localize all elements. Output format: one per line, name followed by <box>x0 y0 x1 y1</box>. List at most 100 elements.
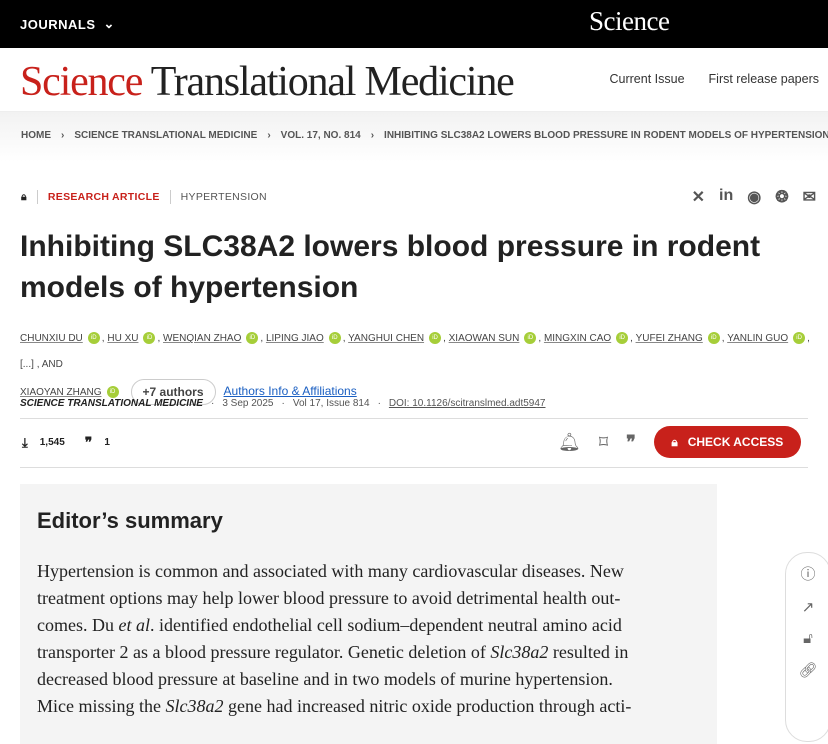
orcid-icon[interactable]: iD <box>106 386 119 399</box>
orcid-icon[interactable]: iD <box>616 332 629 345</box>
author-link[interactable]: LIPING JIAO <box>265 333 324 344</box>
top-bar: JOURNALS ⌄ Science <box>0 0 828 48</box>
quote-icon: ❞ <box>84 434 93 450</box>
crumb-home[interactable]: HOME <box>21 130 51 141</box>
authors-ellipsis[interactable]: [...] <box>20 359 34 370</box>
bell-icon[interactable]: 🔔︎ <box>558 431 581 452</box>
author-link[interactable]: CHUNXIU DU <box>20 333 83 344</box>
orcid-icon[interactable]: iD <box>524 332 537 345</box>
crumb-article: INHIBITING SLC38A2 LOWERS BLOOD PRESSURE… <box>384 130 828 141</box>
summary-line: decreased blood pressure at baseline and… <box>37 666 700 693</box>
bookmark-icon[interactable]: ⌑ <box>598 431 609 452</box>
more-authors-button[interactable]: +7 authors <box>130 379 216 406</box>
nav-first-release[interactable]: First release papers <box>708 72 819 86</box>
chevron-down-icon: ⌄ <box>103 16 115 31</box>
journals-menu[interactable]: JOURNALS ⌄ <box>20 16 115 32</box>
link-icon[interactable]: 🔗︎ <box>798 662 818 679</box>
summary-line: treatment options may help lower blood p… <box>37 585 700 612</box>
summary-text-segment: et al <box>118 615 150 635</box>
trending-icon[interactable]: ↗ <box>801 599 815 616</box>
journal-logo[interactable]: Science Translational Medicine <box>20 58 515 106</box>
author-link[interactable]: XIAOWAN SUN <box>448 333 520 344</box>
cite-icon[interactable]: ❞ <box>626 431 636 452</box>
summary-line: comes. Du et al. identified endothelial … <box>37 612 700 639</box>
downloads-count[interactable]: 1,545 <box>39 437 65 448</box>
chevron-right-icon: › <box>370 130 375 141</box>
lock-icon: 🔒︎ <box>21 190 27 203</box>
crumb-journal[interactable]: SCIENCE TRANSLATIONAL MEDICINE <box>74 130 258 141</box>
check-access-button[interactable]: 🔒︎ CHECK ACCESS <box>653 426 801 458</box>
unlock-icon[interactable]: 🔓︎ <box>803 630 813 647</box>
affiliations-link[interactable]: Authors Info & Affiliations <box>223 384 357 398</box>
summary-text: Hypertension is common and associated wi… <box>37 558 700 720</box>
bluesky-icon[interactable]: ✕ <box>691 189 705 206</box>
crumb-issue[interactable]: VOL. 17, NO. 814 <box>280 130 361 141</box>
summary-text-segment: Slc38a2 <box>490 642 549 662</box>
summary-text-segment: resulted in <box>548 642 629 662</box>
nav-current-issue[interactable]: Current Issue <box>609 72 685 86</box>
orcid-icon[interactable]: iD <box>87 332 100 345</box>
reddit-icon[interactable]: ◉ <box>747 189 762 206</box>
logo-science: Science <box>20 58 143 105</box>
summary-text-segment: Hypertension is common and associated wi… <box>37 561 624 581</box>
orcid-icon[interactable]: iD <box>793 332 806 345</box>
summary-text-segment: comes. Du <box>37 615 119 635</box>
summary-text-segment: . identified endothelial cell sodium–dep… <box>149 615 622 635</box>
article-topic[interactable]: HYPERTENSION <box>180 191 267 203</box>
linkedin-icon[interactable]: in <box>719 187 734 204</box>
wechat-icon[interactable]: ❂ <box>775 189 789 206</box>
author-link[interactable]: WENQIAN ZHAO <box>163 333 242 344</box>
lock-icon: 🔒︎ <box>671 434 678 449</box>
citations-count[interactable]: 1 <box>104 437 110 448</box>
author-link[interactable]: MINGXIN CAO <box>543 333 612 344</box>
summary-text-segment: gene had increased nitric oxide producti… <box>223 696 632 716</box>
email-icon[interactable]: ✉ <box>802 189 816 206</box>
pub-date: 3 Sep 2025 <box>222 398 274 409</box>
check-access-label: CHECK ACCESS <box>687 435 784 449</box>
summary-text-segment: decreased blood pressure at baseline and… <box>37 669 613 689</box>
author-link[interactable]: XIAOYAN ZHANG <box>20 387 102 398</box>
journal-header: Science Translational Medicine Current I… <box>0 48 828 112</box>
and-text: , AND <box>36 359 63 370</box>
summary-text-segment: transporter 2 as a blood pressure regula… <box>37 642 491 662</box>
issue[interactable]: Vol 17, Issue 814 <box>292 398 370 409</box>
author-link[interactable]: YANGHUI CHEN <box>348 333 425 344</box>
summary-text-segment: Slc38a2 <box>165 696 224 716</box>
summary-heading: Editor’s summary <box>37 508 223 533</box>
breadcrumb: HOME › SCIENCE TRANSLATIONAL MEDICINE › VO… <box>21 130 828 141</box>
science-logo[interactable]: Science <box>589 6 670 36</box>
summary-text-segment: treatment options may help lower blood p… <box>37 588 621 608</box>
breadcrumb-background <box>0 112 828 162</box>
metrics: ⤓ 1,545 ❞ 1 <box>22 434 110 451</box>
summary-line: Mice missing the Slc38a2 gene had increa… <box>37 693 700 720</box>
orcid-icon[interactable]: iD <box>143 332 156 345</box>
orcid-icon[interactable]: iD <box>707 332 720 345</box>
orcid-icon[interactable]: iD <box>429 332 442 345</box>
share-bar: ✕ in ◉ ❂ ✉ <box>692 187 816 207</box>
author-link[interactable]: YUFEI ZHANG <box>635 333 703 344</box>
summary-line: Hypertension is common and associated wi… <box>37 558 700 585</box>
journals-label: JOURNALS <box>20 16 96 32</box>
download-icon: ⤓ <box>22 434 28 450</box>
side-toolbar: ⓘ ↗ 🔓︎ 🔗︎ <box>785 552 828 742</box>
article-type[interactable]: RESEARCH ARTICLE <box>47 191 160 203</box>
summary-line: transporter 2 as a blood pressure regula… <box>37 639 700 666</box>
author-link[interactable]: HU XU <box>107 333 139 344</box>
article-meta: 🔒︎ RESEARCH ARTICLE HYPERTENSION <box>21 190 267 204</box>
doi-link[interactable]: DOI: 10.1126/scitranslmed.adt5947 <box>388 398 546 409</box>
chevron-right-icon: › <box>267 130 271 141</box>
chevron-right-icon: › <box>61 130 65 141</box>
orcid-icon[interactable]: iD <box>328 332 341 345</box>
info-icon[interactable]: ⓘ <box>800 566 816 583</box>
summary-text-segment: Mice missing the <box>37 696 166 716</box>
article-title: Inhibiting SLC38A2 lowers blood pressure… <box>20 230 761 304</box>
article-actions: 🔔︎ ⌑ ❞ 🔒︎ CHECK ACCESS <box>558 426 801 458</box>
author-list: CHUNXIU DU iD, HU XU iD, WENQIAN ZHAO iD, L… <box>20 326 820 406</box>
editors-summary: Editor’s summary Hypertension is common … <box>20 484 717 744</box>
divider <box>20 467 808 468</box>
logo-title: Translational Medicine <box>142 58 515 105</box>
citation-line: SCIENCE TRANSLATIONAL MEDICINE · 3 Sep 20… <box>20 398 808 419</box>
journal-name: SCIENCE TRANSLATIONAL MEDICINE <box>20 398 203 409</box>
orcid-icon[interactable]: iD <box>246 332 259 345</box>
author-link[interactable]: YANLIN GUO <box>727 333 789 344</box>
